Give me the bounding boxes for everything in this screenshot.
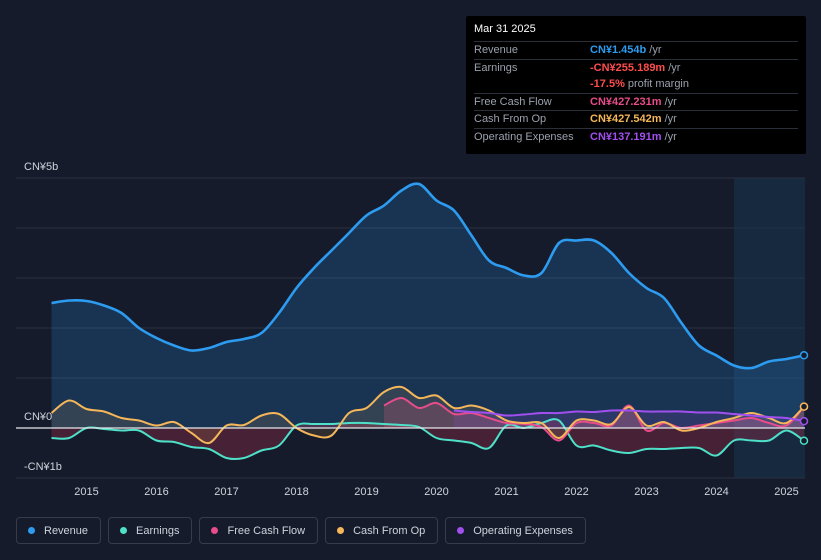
earnings-area xyxy=(51,419,804,460)
tooltip-label: Revenue xyxy=(474,44,519,57)
tooltip-unit: /yr xyxy=(664,95,677,108)
tooltip-unit: /yr xyxy=(664,113,677,126)
revenue-line xyxy=(51,182,805,370)
series-lines xyxy=(50,182,805,461)
y-axis-label-top: CN¥5b xyxy=(24,161,58,173)
x-tick-label: 2015 xyxy=(74,486,98,498)
earnings-line xyxy=(51,418,805,461)
tooltip-value: CN¥137.191m xyxy=(590,130,662,143)
legend-dot-icon xyxy=(211,527,219,534)
y-axis-label-zero: CN¥0 xyxy=(24,411,52,423)
x-tick-label: 2023 xyxy=(634,486,658,498)
legend-label: Cash From Op xyxy=(353,524,426,537)
legend-item-free-cash-flow[interactable]: Free Cash Flow xyxy=(199,517,319,544)
legend-dot-icon xyxy=(120,527,128,534)
legend-label: Earnings xyxy=(136,524,180,537)
x-tick-label: 2017 xyxy=(214,486,238,498)
x-tick-label: 2025 xyxy=(774,486,798,498)
tooltip-date: Mar 31 2025 xyxy=(474,23,536,35)
cash-from-op-line xyxy=(50,385,805,445)
legend-dot-icon xyxy=(337,527,345,534)
tooltip-row-operating-expenses: Operating Expenses CN¥137.191m /yr xyxy=(474,127,798,146)
chart-grid xyxy=(16,177,805,479)
tooltip-label: Cash From Op xyxy=(474,113,547,126)
operating-expenses-line xyxy=(453,409,805,423)
tooltip-row-earnings: Earnings -CN¥255.189m /yr xyxy=(474,58,798,77)
tooltip-label: Operating Expenses xyxy=(474,130,574,143)
x-tick-label: 2020 xyxy=(424,486,448,498)
tooltip-row-free-cash-flow: Free Cash Flow CN¥427.231m /yr xyxy=(474,92,798,111)
tooltip-unit: /yr xyxy=(668,61,681,74)
legend-label: Free Cash Flow xyxy=(227,524,306,537)
series-areas xyxy=(51,183,804,460)
cash-from-op-area xyxy=(51,386,804,444)
data-tooltip: Mar 31 2025 Revenue CN¥1.454b /yr Earnin… xyxy=(466,16,806,154)
tooltip-row-revenue: Revenue CN¥1.454b /yr xyxy=(474,41,798,59)
legend-item-earnings[interactable]: Earnings xyxy=(108,517,193,544)
revenue-end-dot xyxy=(799,351,809,360)
tooltip-value: CN¥427.231m xyxy=(590,95,662,108)
legend-label: Operating Expenses xyxy=(473,524,573,537)
operating-expenses-end-dot xyxy=(799,416,809,426)
x-tick-label: 2022 xyxy=(564,486,588,498)
tooltip-label: Free Cash Flow xyxy=(474,95,552,108)
free-cash-flow-area xyxy=(384,397,804,441)
legend-item-revenue[interactable]: Revenue xyxy=(16,517,102,544)
tooltip-row-cash-from-op: Cash From Op CN¥427.542m /yr xyxy=(474,110,798,128)
legend-label: Revenue xyxy=(44,524,89,537)
legend-item-cash-from-op[interactable]: Cash From Op xyxy=(325,517,439,544)
cash-from-op-end-dot xyxy=(799,402,809,411)
tooltip-value: -CN¥255.189m xyxy=(590,61,666,74)
earnings-end-dot xyxy=(799,436,809,445)
tooltip-row-profit-margin: -17.5% profit margin xyxy=(474,76,798,93)
legend-dot-icon xyxy=(457,527,465,534)
x-axis-ticks: 2015 2016 2017 2018 2019 2020 2021 2022 … xyxy=(74,486,798,498)
series-end-dots xyxy=(799,351,809,445)
tooltip-value: CN¥427.542m xyxy=(590,113,662,126)
chart-legend: Revenue Earnings Free Cash Flow Cash Fro… xyxy=(16,517,586,546)
tooltip-unit: /yr xyxy=(664,130,677,143)
revenue-area xyxy=(51,183,804,428)
tooltip-unit: profit margin xyxy=(627,78,689,91)
tooltip-value: CN¥1.454b xyxy=(590,44,647,57)
tooltip-unit: /yr xyxy=(649,44,662,57)
free-cash-flow-line xyxy=(383,397,805,442)
x-tick-label: 2016 xyxy=(144,486,168,498)
tooltip-value: -17.5% xyxy=(590,78,625,91)
legend-item-operating-expenses[interactable]: Operating Expenses xyxy=(445,517,586,544)
x-tick-label: 2021 xyxy=(494,486,518,498)
y-axis-label-bottom: -CN¥1b xyxy=(24,461,62,473)
x-tick-label: 2018 xyxy=(284,486,308,498)
x-tick-label: 2024 xyxy=(704,486,728,498)
legend-dot-icon xyxy=(28,527,35,534)
x-tick-label: 2019 xyxy=(354,486,378,498)
tooltip-label: Earnings xyxy=(474,61,518,74)
